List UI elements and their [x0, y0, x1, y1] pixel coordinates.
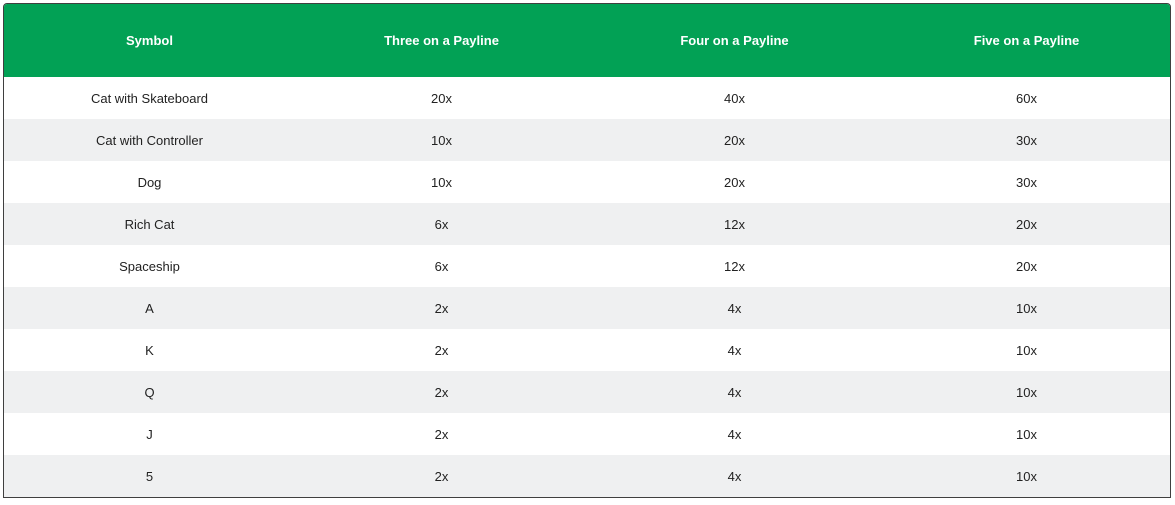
four-payout-cell: 20x: [724, 174, 745, 190]
symbol-cell: A: [145, 300, 154, 316]
header-three-on-payline: Three on a Payline: [384, 33, 499, 48]
table-row: Cat with Controller 10x 20x 30x: [4, 119, 1170, 161]
five-payout-cell: 10x: [1016, 384, 1037, 400]
table-row: Cat with Skateboard 20x 40x 60x: [4, 77, 1170, 119]
four-payout-cell: 12x: [724, 258, 745, 274]
five-payout-cell: 10x: [1016, 300, 1037, 316]
table-row: Dog 10x 20x 30x: [4, 161, 1170, 203]
table-row: Q 2x 4x 10x: [4, 371, 1170, 413]
five-payout-cell: 20x: [1016, 216, 1037, 232]
table-header-row: Symbol Three on a Payline Four on a Payl…: [4, 4, 1170, 77]
table-row: Spaceship 6x 12x 20x: [4, 245, 1170, 287]
four-payout-cell: 12x: [724, 216, 745, 232]
three-payout-cell: 2x: [434, 384, 449, 400]
paytable: Symbol Three on a Payline Four on a Payl…: [3, 3, 1171, 498]
three-payout-cell: 2x: [434, 300, 449, 316]
four-payout-cell: 4x: [727, 342, 742, 358]
three-payout-cell: 10x: [431, 132, 452, 148]
table-body: Cat with Skateboard 20x 40x 60x Cat with…: [4, 77, 1170, 497]
five-payout-cell: 60x: [1016, 90, 1037, 106]
five-payout-cell: 10x: [1016, 468, 1037, 484]
symbol-cell: Dog: [137, 174, 162, 190]
three-payout-cell: 6x: [434, 216, 449, 232]
four-payout-cell: 4x: [727, 384, 742, 400]
paytable-table: Symbol Three on a Payline Four on a Payl…: [4, 4, 1170, 497]
four-payout-cell: 4x: [727, 468, 742, 484]
four-payout-cell: 40x: [724, 90, 745, 106]
three-payout-cell: 2x: [434, 342, 449, 358]
symbol-cell: J: [146, 426, 153, 442]
three-payout-cell: 20x: [431, 90, 452, 106]
symbol-cell: Spaceship: [119, 258, 180, 274]
four-payout-cell: 4x: [727, 426, 742, 442]
table-row: A 2x 4x 10x: [4, 287, 1170, 329]
table-row: J 2x 4x 10x: [4, 413, 1170, 455]
header-five-on-payline: Five on a Payline: [973, 33, 1080, 48]
three-payout-cell: 2x: [434, 426, 449, 442]
three-payout-cell: 10x: [431, 174, 452, 190]
four-payout-cell: 20x: [724, 132, 745, 148]
symbol-cell: Rich Cat: [124, 216, 175, 232]
header-four-on-payline: Four on a Payline: [680, 33, 789, 48]
symbol-cell: K: [145, 342, 154, 358]
table-row: 5 2x 4x 10x: [4, 455, 1170, 497]
table-row: K 2x 4x 10x: [4, 329, 1170, 371]
symbol-cell: 5: [145, 468, 154, 484]
five-payout-cell: 30x: [1016, 174, 1037, 190]
five-payout-cell: 10x: [1016, 342, 1037, 358]
symbol-cell: Cat with Skateboard: [90, 90, 209, 106]
symbol-cell: Cat with Controller: [96, 132, 203, 148]
three-payout-cell: 6x: [434, 258, 449, 274]
three-payout-cell: 2x: [434, 468, 449, 484]
five-payout-cell: 10x: [1016, 426, 1037, 442]
table-row: Rich Cat 6x 12x 20x: [4, 203, 1170, 245]
header-symbol: Symbol: [126, 33, 173, 48]
five-payout-cell: 20x: [1016, 258, 1037, 274]
four-payout-cell: 4x: [727, 300, 742, 316]
symbol-cell: Q: [144, 384, 155, 400]
five-payout-cell: 30x: [1016, 132, 1037, 148]
